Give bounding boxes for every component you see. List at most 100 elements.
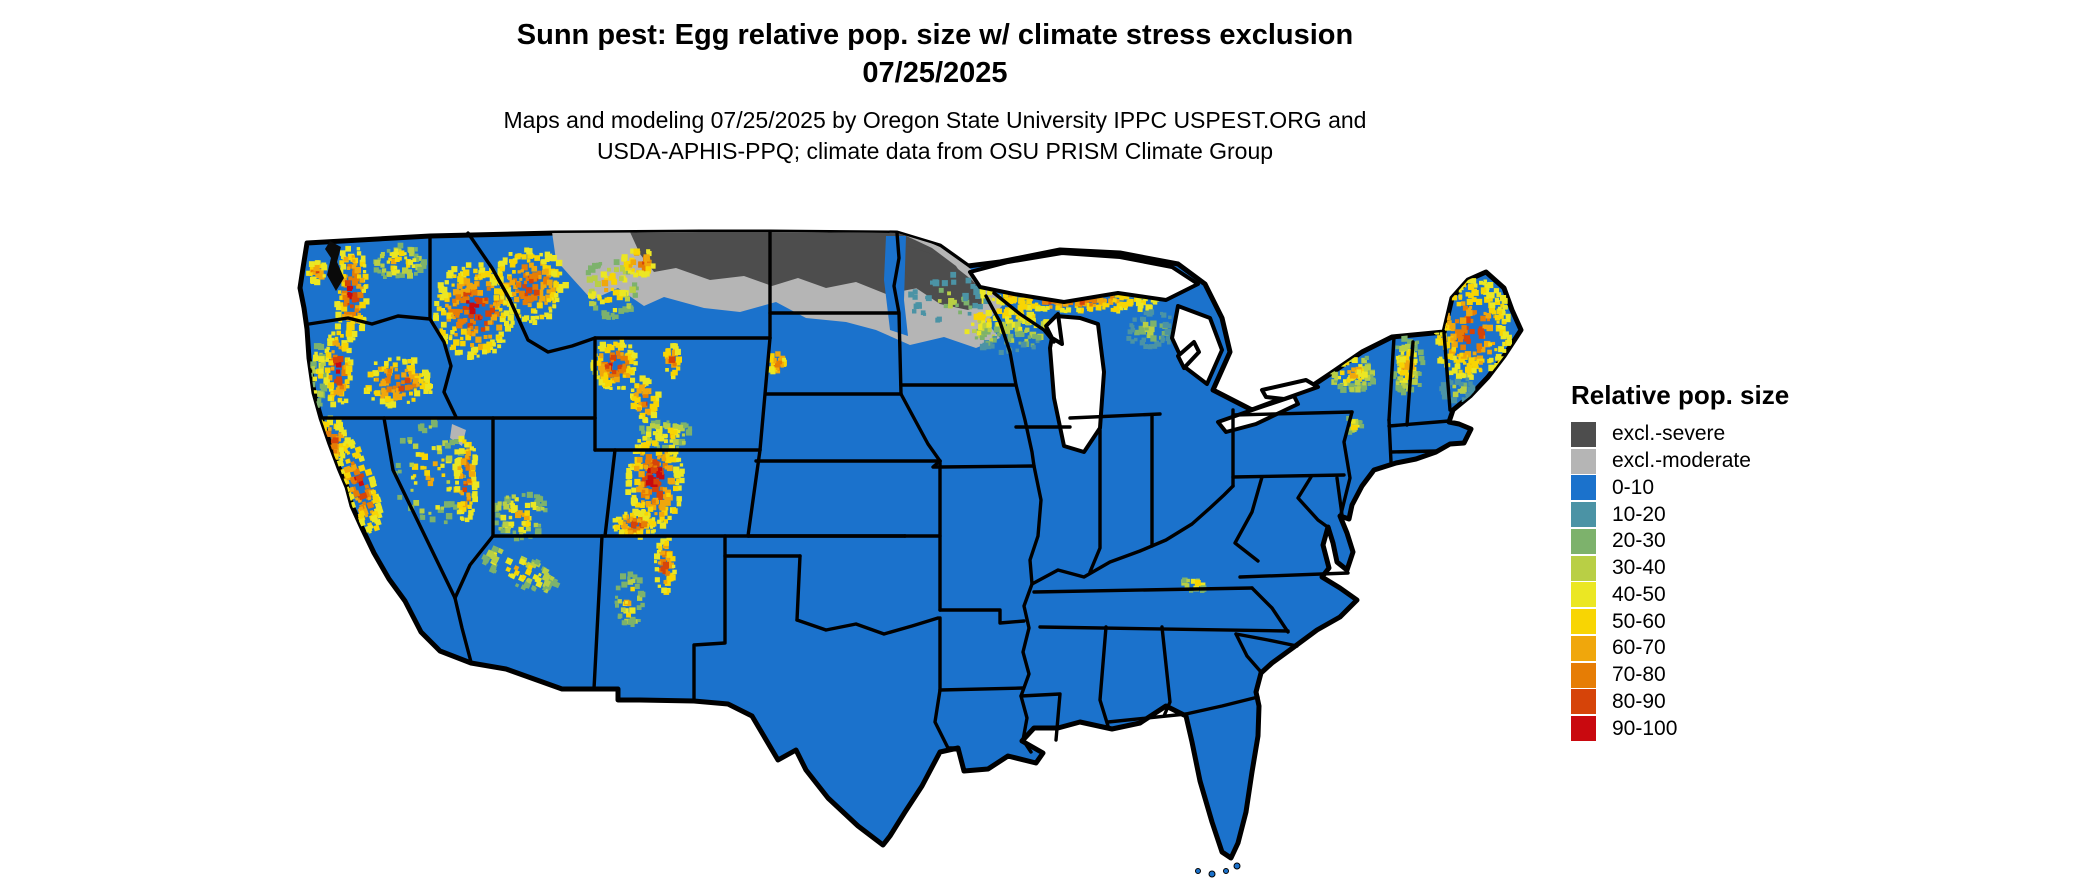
state-border-line <box>307 314 432 326</box>
terrain-cluster-sierra-nevada <box>336 438 384 534</box>
lake-ontario <box>1260 378 1320 401</box>
state-border-line <box>382 416 457 600</box>
state-border-line <box>603 448 617 538</box>
lake-superior <box>968 251 1200 304</box>
terrain-cluster-black-hills <box>768 351 787 375</box>
terrain-cluster-olympic-mountains <box>306 260 328 286</box>
state-borders <box>307 230 1452 754</box>
legend-item: 80-90 <box>1571 689 1831 716</box>
state-border-line <box>938 608 1026 625</box>
legend-item: 70-80 <box>1571 662 1831 689</box>
legend-swatch <box>1571 421 1596 447</box>
terrain-cluster-wasatch-range <box>452 435 480 523</box>
title-line-1: Sunn pest: Egg relative pop. size w/ cli… <box>516 19 1354 51</box>
state-border-line <box>1231 473 1346 479</box>
state-border-line <box>1184 695 1260 716</box>
legend-swatch <box>1571 555 1596 581</box>
florida-keys <box>1195 862 1241 878</box>
state-border-line <box>892 231 903 396</box>
terrain-cluster-wind-river-range <box>630 375 662 424</box>
state-border-line <box>1233 475 1264 563</box>
state-border-line <box>1387 335 1396 422</box>
state-border-line <box>1032 586 1254 594</box>
legend-item: 50-60 <box>1571 608 1831 635</box>
header: Sunn pest: Egg relative pop. size w/ cli… <box>0 16 1870 167</box>
legend-title: Relative pop. size <box>1571 380 1790 410</box>
terrain-cluster-mt-west-rockies <box>491 247 569 325</box>
state-border-line <box>692 534 727 703</box>
state-border-line <box>1019 692 1062 742</box>
state-border-line <box>938 464 1036 469</box>
legend-item: 10-20 <box>1571 501 1831 528</box>
state-border-line <box>1038 625 1290 633</box>
legend-swatch <box>1571 502 1596 528</box>
state-border-line <box>1389 449 1439 454</box>
page-title: Sunn pest: Egg relative pop. size w/ cli… <box>0 16 1870 92</box>
state-border-line <box>1088 428 1102 574</box>
state-border-line <box>1250 586 1290 634</box>
state-border-line <box>931 459 942 469</box>
terrain-cluster-ne-washington-highlands <box>373 242 427 279</box>
legend-label: 30-40 <box>1612 556 1666 580</box>
state-border-line <box>1234 632 1263 674</box>
state-border-line <box>746 448 762 538</box>
exclusion-severe-blob <box>630 232 968 295</box>
state-border-line <box>992 291 1056 344</box>
terrain-cluster-blue-mountains <box>363 356 433 409</box>
terrain-cluster-yellowstone <box>590 339 638 390</box>
florida-key-island <box>1208 870 1216 878</box>
state-border-line <box>1442 331 1452 412</box>
legend-item: 90-100 <box>1571 715 1831 742</box>
legend-swatch <box>1571 582 1596 608</box>
exclusion-zones <box>450 232 1002 446</box>
terrain-cluster-nm-west-ranges <box>614 571 646 627</box>
state-border-line <box>1296 475 1331 530</box>
great-lakes-group <box>968 251 1320 454</box>
map-container <box>290 225 1540 885</box>
legend-items: excl.-severe excl.-moderate 0-10 10-20 20-30… <box>1571 421 1831 742</box>
state-border-line <box>795 554 802 622</box>
legend-swatch <box>1571 475 1596 501</box>
legend-item: 30-40 <box>1571 555 1831 582</box>
green-bay <box>1044 312 1064 346</box>
legend-swatch <box>1571 528 1596 554</box>
legend-label: excl.-moderate <box>1612 449 1751 473</box>
state-border-line <box>1106 712 1188 724</box>
terrain-cluster-mogollon-rim <box>481 545 561 594</box>
caption-line-2: USDA-APHIS-PPQ; climate data from OSU PR… <box>596 138 1274 164</box>
legend-label: 40-50 <box>1612 582 1666 606</box>
coastal-details <box>325 241 1241 878</box>
title-date: 07/25/2025 <box>862 57 1008 89</box>
legend-swatch <box>1571 716 1596 742</box>
map-caption: Maps and modeling 07/25/2025 by Oregon S… <box>0 105 1870 167</box>
us-map-svg <box>290 225 1540 878</box>
state-border-line <box>938 686 1025 692</box>
terrain-cluster-mt-front-range <box>621 248 656 278</box>
state-border-line <box>1098 625 1110 728</box>
legend-label: 20-30 <box>1612 529 1666 553</box>
terrain-cluster-bighorn-mountains <box>663 343 682 380</box>
state-border-line <box>1160 625 1172 718</box>
state-border-line <box>933 688 960 750</box>
state-border-line <box>453 596 473 664</box>
terrain-cluster-sangre-de-cristo <box>654 535 677 595</box>
state-border-line <box>428 317 458 419</box>
terrain-cluster-mt-central-ranges <box>585 259 639 320</box>
florida-key-island <box>1233 862 1241 870</box>
legend-label: 90-100 <box>1612 716 1678 740</box>
state-border-line <box>592 534 604 691</box>
state-border-line <box>795 616 940 636</box>
state-border-line <box>1405 340 1415 427</box>
legend-item: excl.-severe <box>1571 421 1831 448</box>
terrain-cluster-wa-cascades <box>334 245 370 343</box>
terrain-cluster-maine-highlands <box>1432 278 1512 380</box>
legend-label: 0-10 <box>1612 475 1655 499</box>
legend-item: 20-30 <box>1571 528 1831 555</box>
florida-key-island <box>1195 868 1201 874</box>
state-border-line <box>1231 410 1354 417</box>
legend-swatch <box>1571 448 1596 474</box>
terrain-cluster-utah-plateaus <box>493 491 548 542</box>
legend-item: 0-10 <box>1571 475 1831 502</box>
state-border-line <box>1339 410 1354 516</box>
state-border-line <box>1387 418 1393 464</box>
